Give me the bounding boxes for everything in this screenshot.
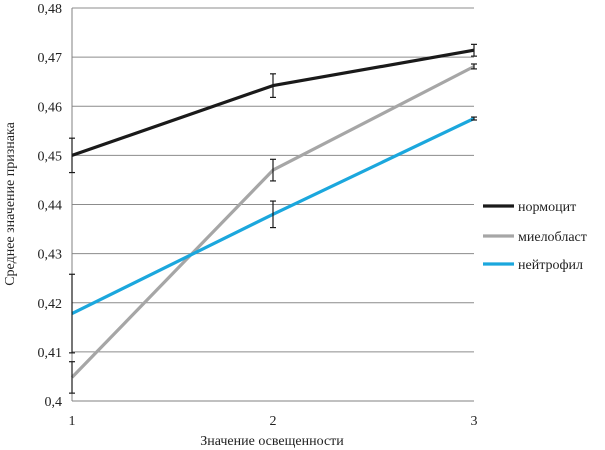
x-tick-label: 2 (270, 414, 277, 429)
series-line-1 (71, 48, 475, 157)
error-bars (69, 43, 477, 394)
x-tick-label: 1 (69, 414, 76, 429)
legend-label-1: нормоцит (518, 200, 576, 215)
y-tick-label: 0,44 (38, 199, 63, 214)
y-tick-labels: 0,4 0,41 0,42 0,43 0,44 0,45 0,46 0,47 0,48 (38, 2, 63, 410)
x-axis-title: Значение освещенности (200, 434, 344, 449)
error-bar (270, 200, 276, 229)
y-axis-title: Среднее значение признака (3, 121, 18, 285)
error-bar (471, 43, 477, 57)
y-tick-label: 0,41 (38, 346, 63, 361)
error-bar (270, 158, 276, 182)
y-tick-label: 0,46 (38, 100, 63, 115)
x-tick-label: 3 (471, 414, 478, 429)
gridlines (72, 7, 474, 353)
error-bar (270, 73, 276, 99)
error-bar (69, 273, 75, 354)
error-bar (471, 116, 477, 121)
y-tick-label: 0,4 (45, 395, 63, 410)
y-tick-label: 0,45 (38, 149, 63, 164)
error-bar (471, 63, 477, 70)
y-tick-label: 0,48 (38, 2, 63, 17)
y-tick-label: 0,43 (38, 248, 63, 263)
legend-label-3: нейтрофил (518, 258, 583, 273)
legend: нормоцит миелобласт нейтрофил (483, 200, 587, 273)
x-tick-labels: 1 2 3 (69, 414, 478, 429)
y-tick-label: 0,47 (38, 51, 63, 66)
error-bar (69, 361, 75, 394)
legend-label-2: миелобласт (518, 230, 587, 245)
error-bar (69, 137, 75, 174)
y-tick-label: 0,42 (38, 297, 63, 312)
